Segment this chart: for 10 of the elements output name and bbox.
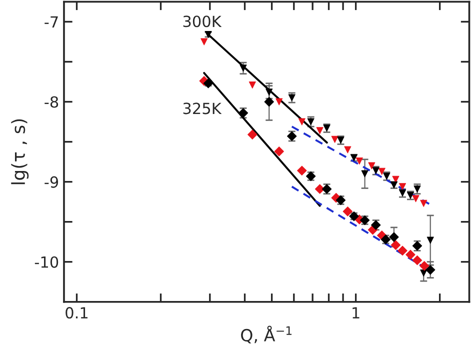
y-axis-title: lg(τ , s) <box>11 119 29 184</box>
y-tick-label: -8 <box>44 96 58 108</box>
x-axis-title: Q, Å$^{−1}$ <box>241 326 292 344</box>
annotation: 300K <box>183 16 222 28</box>
annotation: 325K <box>183 102 222 114</box>
x-tick-label: 0.1 <box>66 307 88 319</box>
y-tick-label: -7 <box>44 16 58 28</box>
x-tick-label: 1 <box>352 307 360 318</box>
y-tick-label: -10 <box>34 256 58 268</box>
y-tick-label: -9 <box>44 176 58 188</box>
